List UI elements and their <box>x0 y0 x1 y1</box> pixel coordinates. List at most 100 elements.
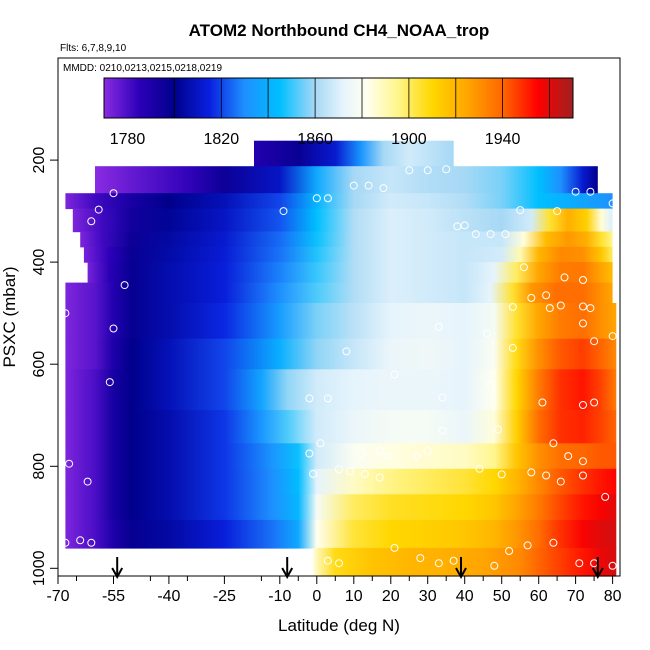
heatmap-layer <box>65 443 617 470</box>
observation-point <box>434 559 443 568</box>
observation-point <box>586 187 595 196</box>
observation-point <box>423 447 432 455</box>
observation-point <box>360 469 369 478</box>
heatmap-layer <box>65 410 617 444</box>
observation-point <box>349 181 358 190</box>
observation-point <box>608 332 617 341</box>
observation-point <box>564 452 573 461</box>
flight-marker-arrowhead <box>455 567 467 580</box>
observation-point <box>61 538 70 547</box>
observation-point <box>61 309 70 318</box>
observation-point <box>579 276 587 284</box>
heatmap-layer <box>65 338 617 370</box>
observation-point <box>482 329 491 338</box>
observation-point <box>120 281 129 290</box>
colorbar-tick-label: 1860 <box>297 131 333 148</box>
observation-point <box>490 561 499 570</box>
colorbar-tick-label: 1940 <box>485 131 521 148</box>
observation-point <box>323 394 332 403</box>
heatmap-layer <box>65 303 617 340</box>
y-tick-label: 1000 <box>31 550 48 586</box>
observation-point <box>579 457 587 466</box>
observation-point <box>527 468 536 477</box>
observation-point <box>335 465 343 474</box>
observation-point <box>542 291 551 300</box>
y-tick-label: 200 <box>31 147 48 174</box>
observation-point <box>357 449 366 458</box>
observation-point <box>109 189 118 198</box>
observation-point <box>438 426 447 435</box>
observation-point <box>601 492 610 501</box>
observation-point <box>316 439 325 448</box>
observation-point <box>416 554 425 563</box>
observation-point <box>379 184 388 193</box>
observation-point <box>549 439 558 448</box>
x-tick-label: -55 <box>102 588 125 605</box>
observation-point <box>575 559 584 568</box>
x-tick-label: -70 <box>46 588 69 605</box>
observation-point <box>556 477 565 486</box>
flight-marker-arrowhead <box>111 567 124 580</box>
observation-points <box>61 165 617 570</box>
observation-point <box>486 380 495 389</box>
observation-point <box>375 447 384 455</box>
observation-point <box>523 541 532 550</box>
heatmap-layer <box>65 519 617 549</box>
observation-point <box>519 263 528 272</box>
colorbar <box>103 77 574 119</box>
observation-point <box>279 207 288 216</box>
x-tick-label: 60 <box>530 588 548 605</box>
observation-point <box>545 304 554 313</box>
x-tick-label: 70 <box>567 588 585 605</box>
observation-point <box>405 166 414 175</box>
flight-marker-arrowhead <box>591 567 604 580</box>
observation-point <box>105 378 114 387</box>
colorbar-tick-label: 1820 <box>204 131 240 148</box>
x-tick-label: 0 <box>312 588 321 605</box>
observation-point <box>586 304 595 313</box>
x-tick-label: 80 <box>604 588 622 605</box>
observation-point <box>471 230 480 239</box>
heatmap-layer <box>65 193 613 210</box>
observation-point <box>323 556 332 565</box>
flights-note: Flts: 6,7,8,9,10 <box>60 43 127 54</box>
observation-point <box>590 337 599 346</box>
observation-point <box>453 222 462 231</box>
observation-point <box>556 301 565 310</box>
observation-point <box>305 394 314 403</box>
observation-point <box>579 471 587 480</box>
observation-point <box>434 323 443 331</box>
heatmap-layer <box>72 208 613 233</box>
observation-point <box>335 559 343 568</box>
observation-point <box>571 187 580 196</box>
heatmap-layer <box>83 246 613 263</box>
chart-title: ATOM2 Northbound CH4_NOAA_trop <box>189 21 490 40</box>
observation-point <box>65 459 74 468</box>
y-axis: 200 400 600 800 1000 <box>31 147 58 586</box>
x-axis: -70 -55 -40 -25 -10 0 10 20 30 40 50 60 70 80 <box>46 576 622 605</box>
observation-point <box>364 181 373 190</box>
observation-point <box>486 230 495 239</box>
observation-point <box>309 469 318 478</box>
observation-point <box>83 477 92 486</box>
observation-point <box>608 561 617 570</box>
observation-point <box>501 230 510 239</box>
observation-point <box>579 401 587 409</box>
observation-point <box>505 547 514 555</box>
observation-point <box>553 207 562 216</box>
heatmap-layers <box>65 140 617 577</box>
observation-point <box>608 199 617 208</box>
observation-point <box>497 470 506 479</box>
heatmap-layer <box>95 166 598 194</box>
observation-point <box>442 165 451 174</box>
heatmap-layer <box>65 468 617 495</box>
observation-point <box>579 302 587 311</box>
observation-point <box>305 449 314 458</box>
observation-point <box>538 398 547 407</box>
observation-point <box>423 166 432 175</box>
heatmap-layer <box>65 282 613 304</box>
y-tick-label: 400 <box>31 249 48 276</box>
x-tick-label: -10 <box>268 588 291 605</box>
x-tick-label: 10 <box>345 588 363 605</box>
